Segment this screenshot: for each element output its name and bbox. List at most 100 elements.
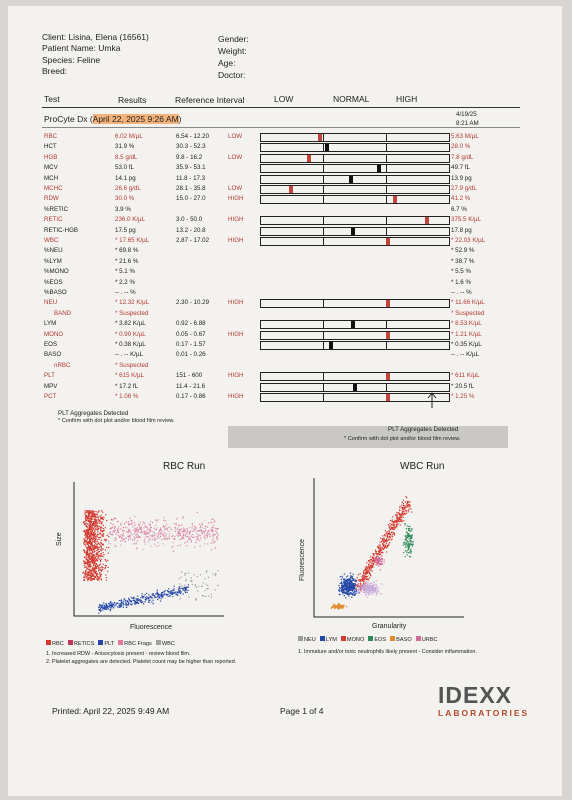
baso-point: [338, 608, 340, 610]
rbc-point: [88, 511, 91, 513]
lym-point: [344, 578, 346, 580]
mono-point: [387, 538, 389, 540]
retic-point: [212, 539, 214, 541]
plt-point: [145, 598, 147, 600]
retic-point: [179, 533, 181, 535]
mono-point: [375, 551, 377, 553]
plt-point: [111, 606, 113, 608]
retic-point: [183, 533, 185, 535]
rbc-point: [85, 517, 87, 519]
lym-point: [353, 592, 355, 594]
wbc-point: [201, 585, 203, 587]
mono-point: [399, 513, 401, 515]
rbc-point: [90, 520, 92, 522]
mono-point: [359, 573, 361, 575]
retic-point: [158, 545, 160, 547]
gray-band: [228, 426, 508, 448]
mono-point: [365, 572, 367, 574]
retic-point: [146, 532, 148, 534]
baso-point: [332, 606, 334, 608]
lym-point: [341, 584, 343, 586]
lym-point: [349, 592, 351, 594]
rbc-point: [84, 513, 86, 515]
wbc-point: [217, 584, 219, 587]
mono-point: [385, 539, 387, 541]
lym-point: [344, 591, 346, 593]
plt-point: [103, 607, 105, 609]
rbc-point: [92, 557, 94, 559]
rbc-point: [84, 510, 86, 512]
rbc-point: [98, 558, 100, 560]
mono-point: [404, 501, 406, 503]
row-test-name: PLT: [44, 372, 55, 380]
plt-point: [122, 606, 124, 608]
mono-point: [367, 575, 369, 577]
row-previous: 13.9 pg: [451, 174, 472, 182]
retic-point: [188, 536, 190, 538]
rbc-point: [94, 537, 96, 539]
retic-point: [140, 531, 142, 533]
lym-point: [355, 590, 357, 593]
mono-point: [379, 551, 381, 553]
mono-point: [392, 527, 394, 529]
wbc-point: [195, 599, 197, 601]
plt-point: [166, 590, 169, 592]
rbc-point: [95, 511, 97, 513]
plt-point: [163, 591, 165, 593]
rbc-point: [103, 554, 105, 556]
retic-point: [136, 528, 138, 530]
rbc-point: [90, 540, 92, 542]
rbc-point: [97, 554, 99, 556]
rbc-point: [94, 576, 96, 578]
rbc-point: [91, 543, 93, 545]
row-test-name: MCV: [44, 164, 58, 172]
rbc-point: [87, 552, 89, 554]
plt-point: [119, 603, 121, 605]
plt-point: [100, 605, 102, 607]
mono-point: [403, 508, 405, 510]
mono-point: [385, 538, 387, 540]
plt-point: [142, 601, 144, 603]
wbc-point: [207, 576, 210, 578]
plt-point: [159, 594, 161, 596]
eos-point: [409, 543, 412, 545]
rbc-point: [91, 542, 93, 544]
plt-point: [125, 602, 127, 604]
retic-point: [192, 536, 194, 538]
retic-point: [115, 537, 117, 539]
retic-point: [191, 537, 194, 539]
retic-point: [198, 523, 200, 525]
rbc-point: [90, 534, 92, 536]
rbc-point: [96, 577, 98, 579]
mono-point: [395, 514, 397, 516]
neu-point: [360, 587, 362, 589]
retic-point: [191, 527, 193, 529]
rbc-point: [100, 516, 102, 518]
row-test-name: RETIC-HGB: [44, 226, 79, 234]
eos-point: [412, 541, 414, 543]
eos-point: [409, 556, 412, 558]
rbc-point: [92, 538, 94, 540]
lym-point: [343, 591, 345, 594]
mono-point: [360, 583, 362, 585]
retic-point: [188, 538, 190, 540]
wbc-point: [179, 583, 181, 585]
rbc-point: [94, 541, 96, 543]
rbc-point: [110, 527, 112, 529]
row-flag: HIGH: [228, 195, 244, 203]
plt-aggregates-prev-note: PLT Aggregates Detected: [388, 426, 459, 433]
retic-point: [159, 533, 161, 535]
rbc-point: [87, 520, 89, 522]
retic-point: [143, 522, 145, 524]
retic-point: [185, 531, 187, 533]
wbc-point: [191, 583, 193, 586]
plt-point: [140, 597, 142, 599]
rbc-point: [93, 537, 95, 539]
retic-point: [124, 523, 126, 525]
retic-point: [142, 523, 144, 525]
mono-point: [403, 504, 405, 506]
row-reference: 151 - 600: [176, 372, 203, 380]
plt-point: [135, 598, 137, 600]
neu-point: [367, 588, 370, 590]
rbc-point: [87, 510, 89, 512]
